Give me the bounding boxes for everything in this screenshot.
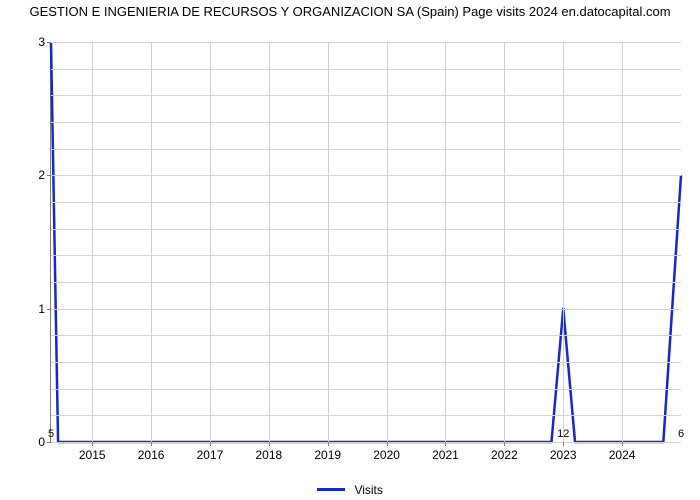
legend: Visits [0,482,700,497]
line-series [51,42,681,442]
xtick-label: 2022 [491,448,518,462]
xtick-mark [445,442,446,446]
gridline-y-minor [51,95,681,96]
gridline-x [622,42,623,442]
xtick-label: 2017 [197,448,224,462]
xtick-label: 2016 [138,448,165,462]
gridline-y-minor [51,415,681,416]
gridline-x [563,42,564,442]
gridline-y-minor [51,335,681,336]
legend-label-visits: Visits [354,483,382,497]
ytick-label: 2 [38,168,45,182]
data-label: 12 [557,428,569,440]
xtick-label: 2018 [255,448,282,462]
xtick-mark [622,442,623,446]
xtick-label: 2023 [550,448,577,462]
legend-swatch-visits [317,488,345,491]
gridline-x [92,42,93,442]
xtick-mark [92,442,93,446]
gridline-y-major [51,442,681,443]
xtick-label: 2019 [314,448,341,462]
gridline-y-minor [51,362,681,363]
ytick-label: 3 [38,35,45,49]
gridline-x [387,42,388,442]
chart-title: GESTION E INGENIERIA DE RECURSOS Y ORGAN… [0,4,700,20]
gridline-y-minor [51,255,681,256]
xtick-label: 2020 [373,448,400,462]
gridline-y-major [51,309,681,310]
xtick-label: 2024 [609,448,636,462]
ytick-mark [47,175,51,176]
gridline-y-minor [51,69,681,70]
ytick-mark [47,442,51,443]
gridline-y-minor [51,229,681,230]
ytick-label: 0 [38,435,45,449]
gridline-y-minor [51,202,681,203]
gridline-y-major [51,175,681,176]
gridline-y-minor [51,149,681,150]
chart-container: GESTION E INGENIERIA DE RECURSOS Y ORGAN… [0,0,700,500]
gridline-x [504,42,505,442]
ytick-label: 1 [38,302,45,316]
xtick-mark [151,442,152,446]
xtick-label: 2021 [432,448,459,462]
gridline-y-minor [51,282,681,283]
xtick-label: 2015 [79,448,106,462]
xtick-mark [563,442,564,446]
gridline-x [328,42,329,442]
series-line-visits [51,42,681,442]
plot-area: 0123201520162017201820192020202120222023… [50,42,681,443]
gridline-x [210,42,211,442]
ytick-mark [47,42,51,43]
xtick-mark [387,442,388,446]
xtick-mark [328,442,329,446]
gridline-y-minor [51,389,681,390]
xtick-mark [504,442,505,446]
data-label: 6 [678,428,684,440]
xtick-mark [269,442,270,446]
xtick-mark [210,442,211,446]
gridline-y-minor [51,122,681,123]
gridline-x [445,42,446,442]
gridline-y-major [51,42,681,43]
data-label: 5 [48,428,54,440]
gridline-x [269,42,270,442]
gridline-x [151,42,152,442]
ytick-mark [47,309,51,310]
